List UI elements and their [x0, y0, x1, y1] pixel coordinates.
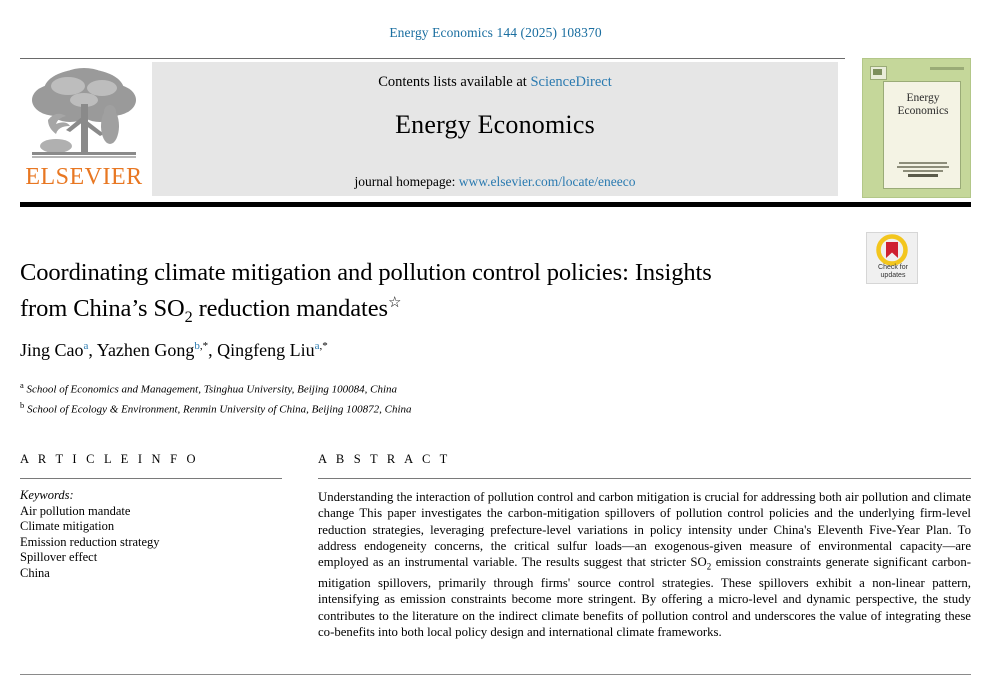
- cover-issn-line: [930, 67, 964, 70]
- homepage-prefix: journal homepage:: [354, 174, 456, 189]
- journal-homepage-link[interactable]: www.elsevier.com/locate/eneeco: [458, 174, 636, 189]
- title-line-2-pre: from China’s SO: [20, 295, 185, 323]
- abstract-section: A B S T R A C T Understanding the intera…: [318, 452, 971, 640]
- page-title: Coordinating climate mitigation and poll…: [20, 258, 820, 333]
- keyword-item: Climate mitigation: [20, 519, 115, 534]
- crossmark-label-line1: Check for: [878, 264, 908, 271]
- affiliation-mark: b: [20, 399, 25, 410]
- corresponding-author-mark: ,*: [319, 340, 328, 352]
- keyword-item: Air pollution mandate: [20, 503, 131, 518]
- elsevier-tree-icon: [32, 68, 136, 158]
- elsevier-wordmark: ELSEVIER: [25, 164, 143, 190]
- sciencedirect-link[interactable]: ScienceDirect: [530, 74, 612, 90]
- author-name[interactable]: Qingfeng Liu: [217, 340, 315, 360]
- contents-prefix: Contents lists available at: [378, 74, 527, 90]
- author-affiliation-mark[interactable]: a: [83, 340, 89, 352]
- article-info-heading: A R T I C L E I N F O: [20, 452, 199, 466]
- keyword-item: Spillover effect: [20, 550, 98, 565]
- author-name[interactable]: Jing Cao: [20, 340, 84, 360]
- crossmark-label-line2: updates: [880, 272, 906, 279]
- title-footnote-star-icon[interactable]: ☆: [387, 295, 402, 311]
- affiliation-item: b School of Ecology & Environment, Renmi…: [20, 398, 820, 418]
- title-subscript: 2: [184, 309, 193, 327]
- article-info-section: A R T I C L E I N F O Keywords: Air poll…: [20, 452, 282, 582]
- title-line-1: Coordinating climate mitigation and poll…: [20, 259, 712, 286]
- author-list: Jing Caoa, Yazhen Gongb,*, Qingfeng Liua…: [20, 340, 820, 361]
- keywords-block: Keywords: Air pollution mandate Climate …: [20, 488, 282, 582]
- article-info-rule: [20, 478, 282, 479]
- elsevier-logo: ELSEVIER: [20, 64, 148, 196]
- abstract-subscript: 2: [706, 561, 712, 572]
- abstract-text: Understanding the interaction of polluti…: [318, 489, 971, 640]
- cover-journal-title: Energy Economics: [884, 92, 962, 118]
- affiliation-mark: a: [20, 380, 24, 390]
- author-affiliation-mark[interactable]: a,*: [315, 340, 328, 352]
- masthead-top-rule: [20, 58, 845, 59]
- cover-elsevier-mark-icon: [870, 66, 887, 80]
- journal-banner: Contents lists available at ScienceDirec…: [152, 62, 838, 196]
- corresponding-author-mark: ,*: [199, 340, 209, 352]
- author-separator: ,: [208, 340, 218, 360]
- affiliation-text: School of Ecology & Environment, Renmin …: [27, 403, 412, 416]
- author-name[interactable]: Yazhen Gong: [96, 340, 195, 360]
- cover-panel: Energy Economics: [883, 81, 961, 189]
- masthead-bottom-rule: [20, 202, 971, 207]
- cover-title-line2: Economics: [897, 105, 949, 117]
- journal-homepage-line: journal homepage: www.elsevier.com/locat…: [152, 174, 838, 190]
- title-line-2-post: reduction mandates: [192, 295, 388, 323]
- cover-footer-marks: [896, 160, 950, 179]
- journal-title: Energy Economics: [395, 110, 595, 139]
- page-bottom-rule: [20, 674, 971, 675]
- affiliation-text: School of Economics and Management, Tsin…: [26, 383, 398, 396]
- crossmark-badge[interactable]: Check for updates: [866, 232, 918, 284]
- mark-letter: a: [314, 340, 320, 352]
- journal-cover-thumbnail[interactable]: Energy Economics: [862, 58, 971, 198]
- abstract-rule: [318, 478, 971, 479]
- contents-list-line: Contents lists available at ScienceDirec…: [152, 74, 838, 91]
- crossmark-label: Check for updates: [867, 264, 919, 280]
- affiliation-item: a School of Economics and Management, Ts…: [20, 378, 820, 398]
- author-separator: ,: [88, 340, 97, 360]
- abstract-heading: A B S T R A C T: [318, 452, 451, 466]
- journal-masthead: ELSEVIER Contents lists available at Sci…: [20, 58, 971, 198]
- affiliation-list: a School of Economics and Management, Ts…: [20, 378, 820, 417]
- cover-title-line1: Energy: [906, 92, 940, 104]
- keywords-label: Keywords:: [20, 488, 74, 502]
- author-affiliation-mark[interactable]: b,*: [194, 340, 208, 352]
- abstract-part-1: Understanding the interaction of polluti…: [318, 490, 971, 570]
- abstract-part-2: emission constraints generate significan…: [318, 555, 971, 639]
- mark-letter: b: [194, 340, 200, 352]
- running-head: Energy Economics 144 (2025) 108370: [389, 25, 602, 40]
- crossmark-icon: [876, 234, 908, 266]
- keyword-item: China: [20, 565, 50, 580]
- keyword-item: Emission reduction strategy: [20, 534, 160, 549]
